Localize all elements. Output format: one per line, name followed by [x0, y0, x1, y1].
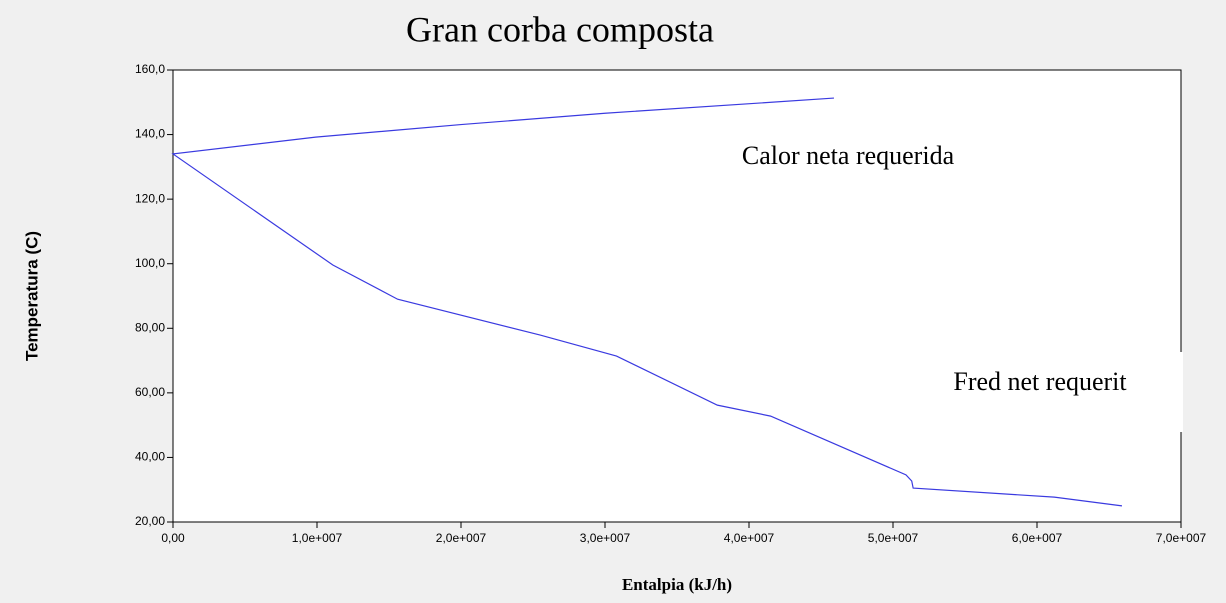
y-tick-label: 80,00: [135, 320, 165, 334]
y-tick-label: 40,00: [135, 450, 165, 464]
chart-title: Gran corba composta: [406, 9, 714, 49]
y-tick-label: 160,0: [135, 62, 165, 76]
y-tick-label: 100,0: [135, 256, 165, 270]
y-tick-label: 120,0: [135, 191, 165, 205]
x-tick-label: 6,0e+007: [1012, 531, 1063, 545]
y-axis-label: Temperatura (C): [22, 231, 41, 361]
annotation: Fred net requerit: [953, 367, 1127, 396]
y-tick-label: 60,00: [135, 385, 165, 399]
x-tick-label: 2,0e+007: [436, 531, 487, 545]
line-series: [171, 97, 1123, 507]
x-tick-label: 3,0e+007: [580, 531, 631, 545]
x-tick-label: 7,0e+007: [1156, 531, 1207, 545]
x-axis-label: Entalpia (kJ/h): [622, 575, 732, 594]
annotation-box: [920, 352, 1183, 432]
x-tick-label: 4,0e+007: [724, 531, 775, 545]
x-tick-label: 5,0e+007: [868, 531, 919, 545]
y-tick-label: 20,00: [135, 514, 165, 528]
plot-area: [172, 69, 1182, 523]
x-tick-label: 0,00: [161, 531, 185, 545]
y-tick-label: 140,0: [135, 127, 165, 141]
x-tick-label: 1,0e+007: [292, 531, 343, 545]
annotation: Calor neta requerida: [742, 141, 955, 170]
